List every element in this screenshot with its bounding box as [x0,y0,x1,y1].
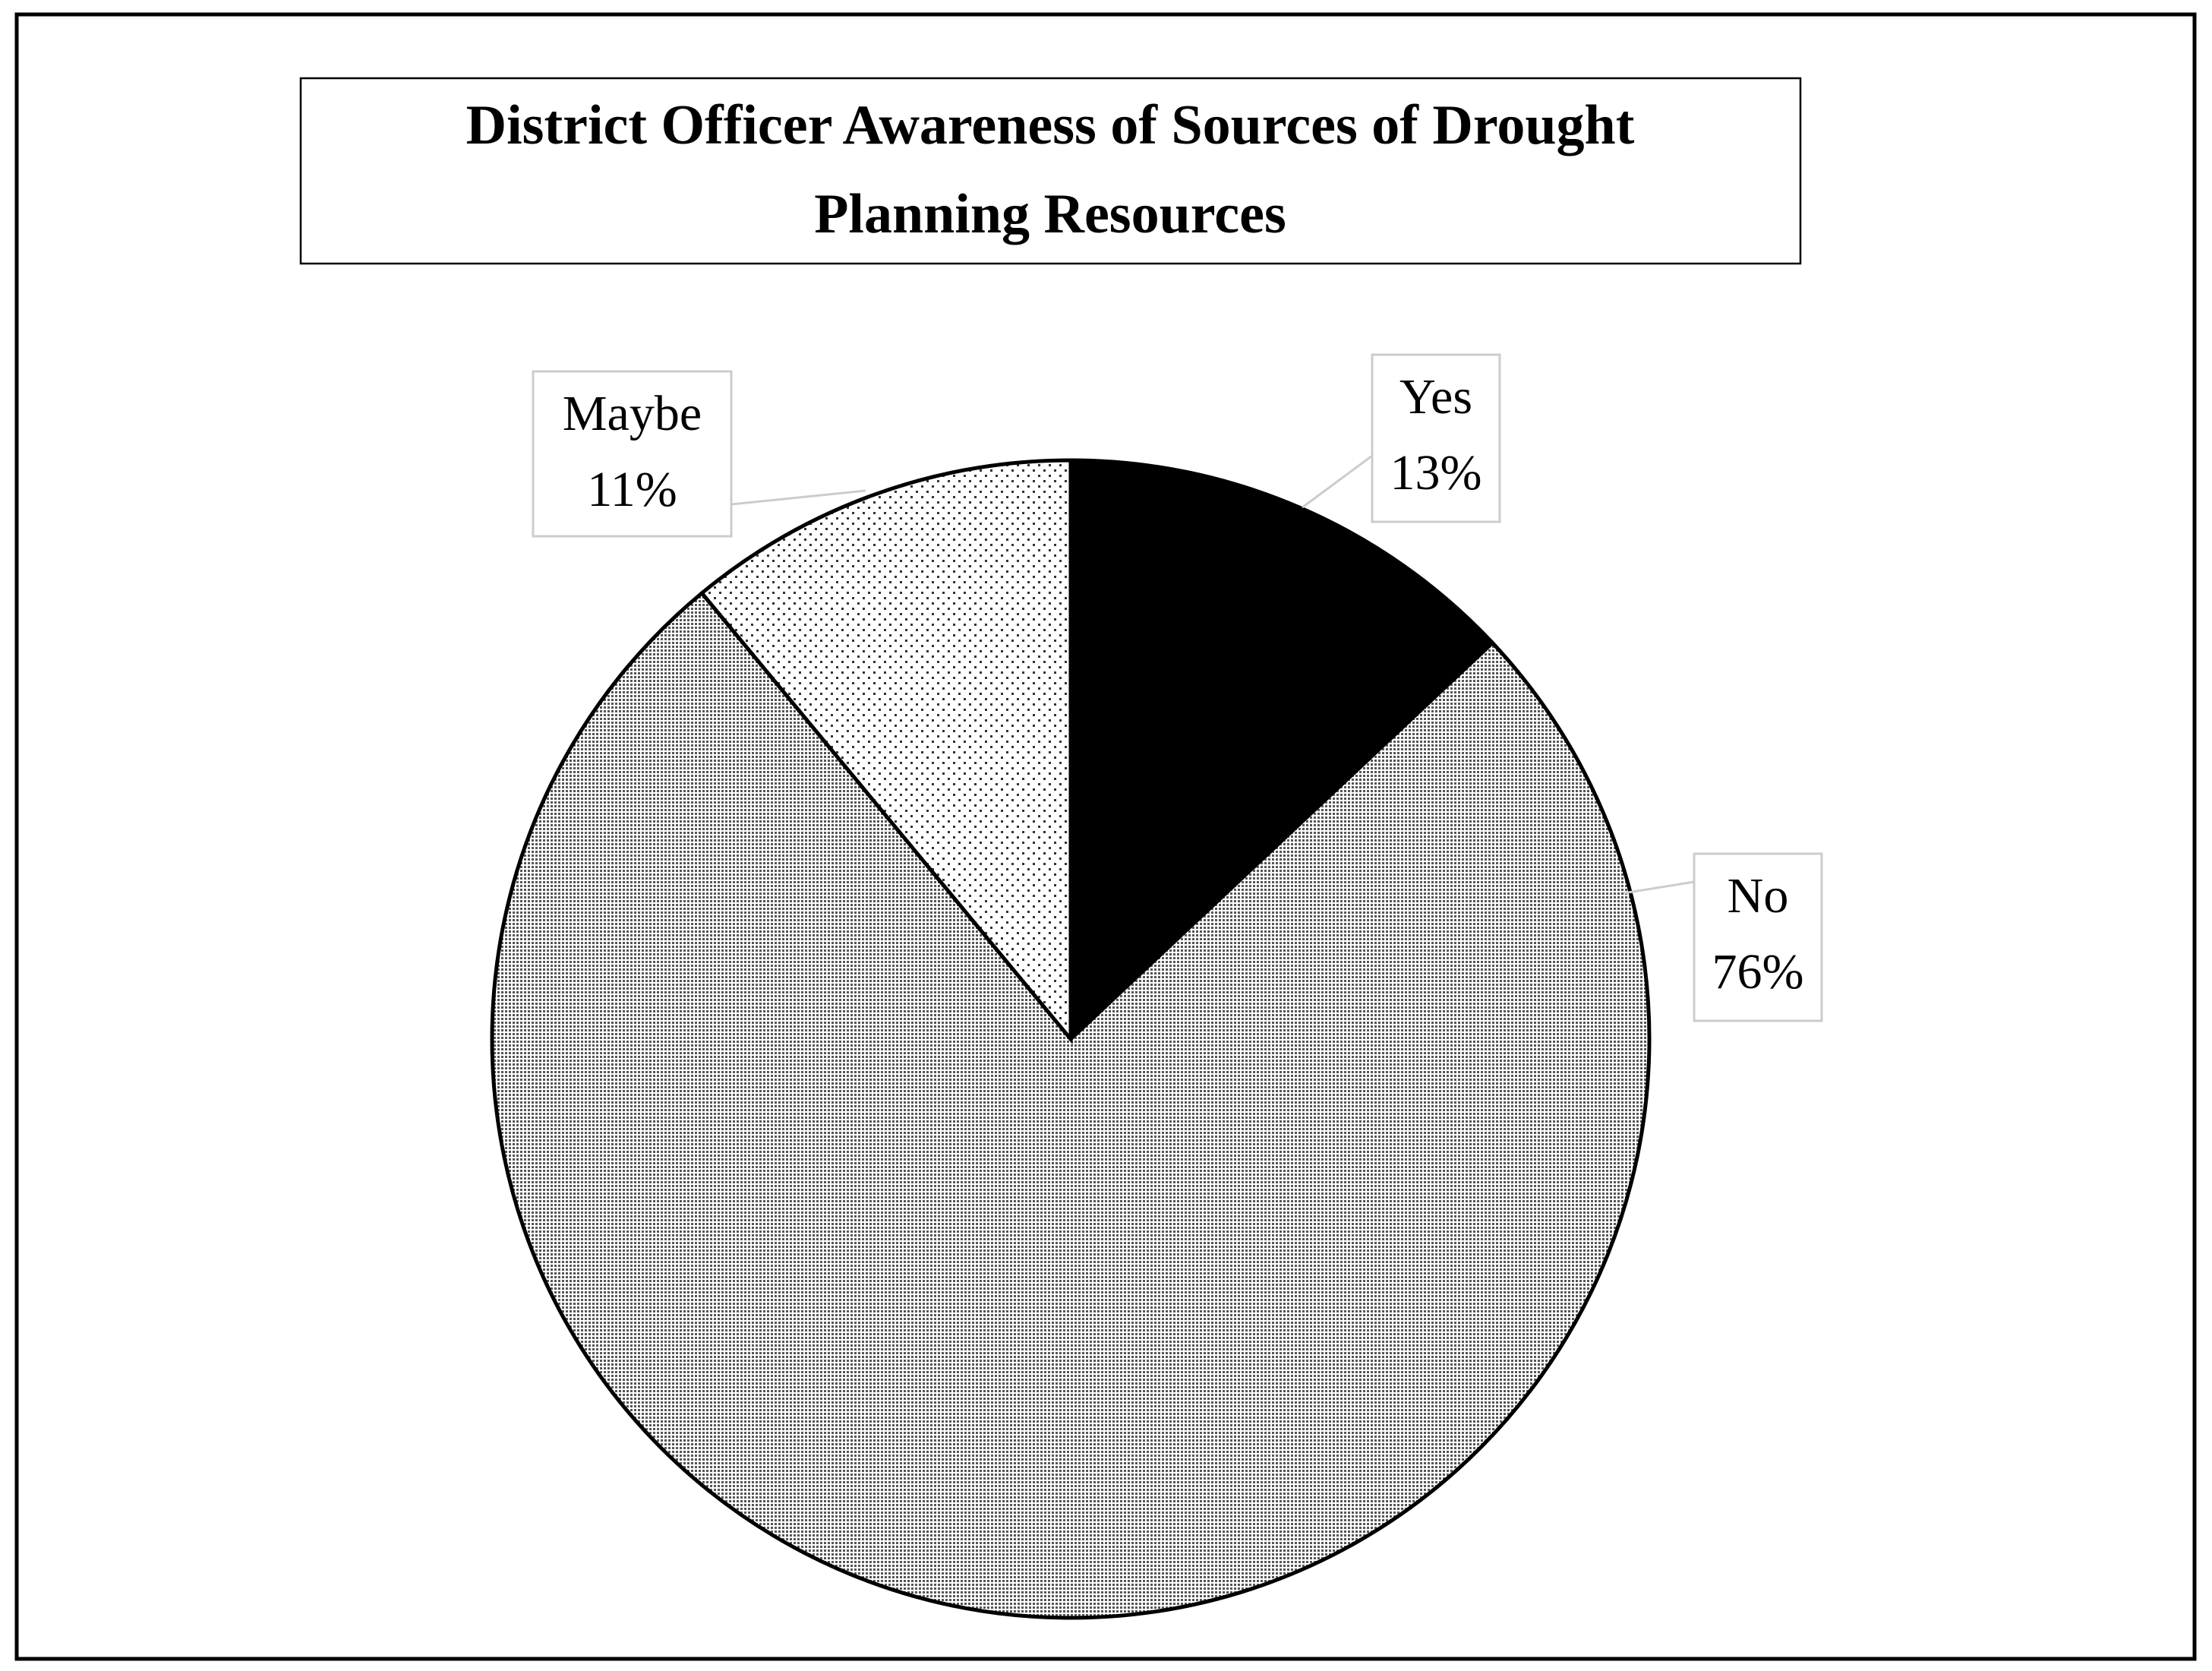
value-label: 76% [1712,944,1804,1000]
slice-label: Maybe [563,386,702,441]
label-box [1693,852,1823,1022]
leader-line [1623,880,1695,895]
value-label: 13% [1390,445,1482,501]
value-label: 11% [587,462,677,517]
label-box [532,370,733,538]
title-box [299,77,1802,265]
leader-line [1302,454,1373,509]
leader-line [730,489,866,506]
pie-slice [1068,458,1496,1044]
chart-title: District Officer Awareness of Sources of… [466,94,1635,245]
pie-slice [699,458,1073,1044]
label-box [1371,353,1501,523]
slice-label: No [1728,868,1789,924]
slice-label: Yes [1399,369,1472,425]
pie-slice [490,590,1652,1620]
